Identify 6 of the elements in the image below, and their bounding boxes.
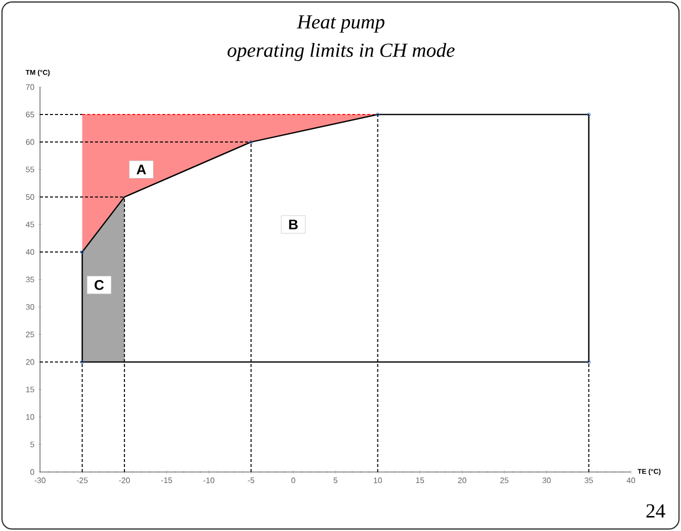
text: 24 [646, 504, 666, 518]
annotation: A [136, 164, 146, 174]
chart-title: Heat pump [296, 15, 384, 33]
chart-subtitle: operating limits in CH mode [228, 42, 455, 62]
annotation: B [289, 220, 298, 230]
annotation: C [94, 280, 104, 290]
